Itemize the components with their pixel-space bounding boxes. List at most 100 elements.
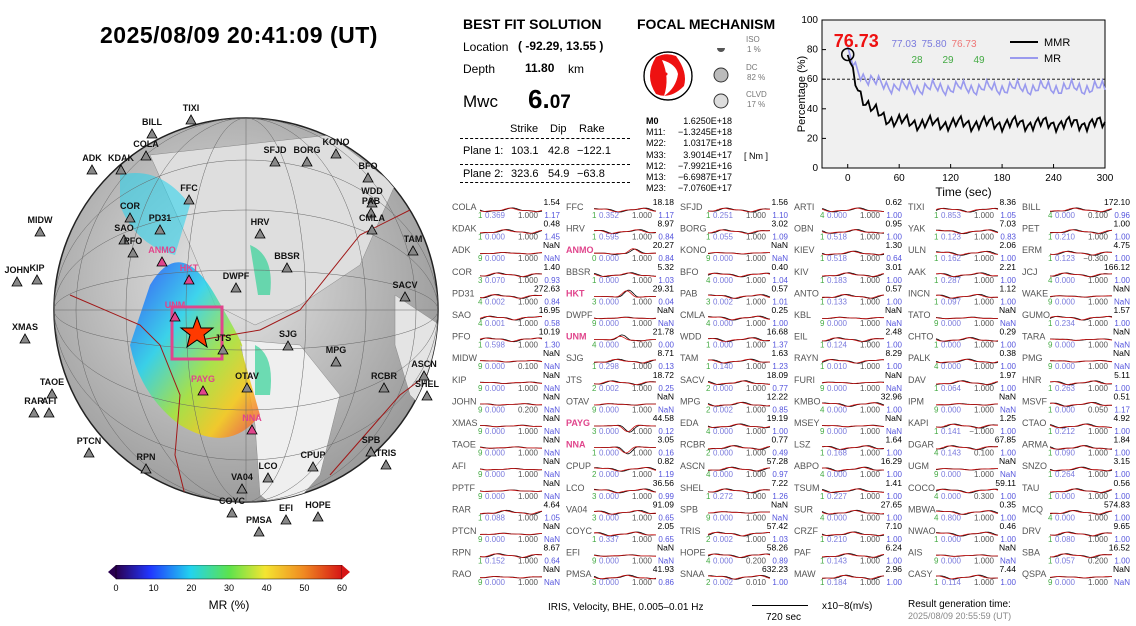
station-marker-icon[interactable] — [140, 463, 152, 474]
trace-station-label: BBSR — [566, 267, 591, 277]
trace-amplitude: 44.58 — [653, 413, 675, 423]
station-marker-icon[interactable] — [156, 256, 168, 267]
station-label: ASCN — [411, 359, 437, 369]
trace-flag: 9 — [934, 405, 939, 414]
station-marker-icon[interactable] — [46, 388, 58, 399]
trace-param-a: 0.000 — [827, 427, 848, 436]
trace-param-b: 1.000 — [974, 341, 995, 350]
globe-map[interactable]: TIXI BILL COLA ADK KDAK KONO SFJD BORG BFO FFC PD3… — [0, 95, 450, 565]
station-marker-icon[interactable] — [183, 194, 195, 205]
station-marker-icon[interactable] — [43, 407, 55, 418]
scale-bar — [752, 605, 808, 606]
colorbar-tick: 50 — [299, 583, 309, 593]
station-marker-icon[interactable] — [185, 114, 197, 125]
trace-param-c: 0.84 — [658, 254, 674, 263]
trace-station-label: JOHN — [452, 396, 477, 406]
station-marker-icon[interactable] — [11, 276, 23, 287]
station-marker-icon[interactable] — [330, 148, 342, 159]
station-label: TIXI — [183, 103, 200, 113]
station-marker-icon[interactable] — [378, 382, 390, 393]
station-marker-icon[interactable] — [366, 224, 378, 235]
station-marker-icon[interactable] — [307, 461, 319, 472]
station-marker-icon[interactable] — [124, 212, 136, 223]
station-marker-icon[interactable] — [169, 311, 181, 322]
station-marker-icon[interactable] — [280, 514, 292, 525]
station-marker-icon[interactable] — [246, 424, 258, 435]
trace-flag: 2 — [706, 405, 711, 414]
station-marker-icon[interactable] — [236, 483, 248, 494]
station-marker-icon[interactable] — [83, 447, 95, 458]
station-marker-icon[interactable] — [19, 333, 31, 344]
station-marker-icon[interactable] — [254, 228, 266, 239]
station-marker-icon[interactable] — [421, 390, 433, 401]
trace-flag: 1 — [1048, 254, 1053, 263]
station-marker-icon[interactable] — [127, 247, 139, 258]
station-marker-icon[interactable] — [282, 340, 294, 351]
trace-param-a: 0.000 — [713, 449, 734, 458]
station-marker-icon[interactable] — [226, 507, 238, 518]
station-marker-icon[interactable] — [31, 274, 43, 285]
peak-value: 76.73 — [834, 31, 879, 51]
station-marker-icon[interactable] — [197, 385, 209, 396]
trace-param-c: 1.03 — [658, 276, 674, 285]
station-marker-icon[interactable] — [380, 459, 392, 470]
station-marker-icon[interactable] — [86, 164, 98, 175]
station-marker-icon[interactable] — [241, 382, 253, 393]
station-marker-icon[interactable] — [362, 172, 374, 183]
trace-param-a: 0.263 — [1055, 384, 1076, 393]
trace-station-label: ASCN — [680, 461, 705, 471]
trace-flag: 1 — [820, 449, 825, 458]
trace-param-b: 1.000 — [860, 384, 881, 393]
station-marker-icon[interactable] — [301, 156, 313, 167]
station-marker-icon[interactable] — [330, 356, 342, 367]
trace-flag: 1 — [1048, 233, 1053, 242]
trace-param-a: 0.090 — [1055, 449, 1076, 458]
trace-param-a: 0.000 — [485, 578, 506, 587]
station-marker-icon[interactable] — [281, 262, 293, 273]
station-marker-icon[interactable] — [399, 291, 411, 302]
station-marker-icon[interactable] — [115, 164, 127, 175]
window-mr-value: 76.73 — [951, 39, 976, 50]
station-marker-icon[interactable] — [365, 446, 377, 457]
col-rake: Rake — [579, 123, 605, 135]
trace-amplitude: 4.92 — [1113, 413, 1130, 423]
station-marker-icon[interactable] — [146, 128, 158, 139]
station-marker-icon[interactable] — [269, 156, 281, 167]
trace-station-label: TARA — [1022, 332, 1045, 342]
divider — [460, 138, 630, 139]
station-marker-icon[interactable] — [418, 370, 430, 381]
station-marker-icon[interactable] — [217, 344, 229, 355]
plane-label: Plane 1: — [463, 145, 504, 157]
trace-param-a: 0.057 — [1055, 557, 1076, 566]
station-marker-icon[interactable] — [183, 274, 195, 285]
x-tick-label: 240 — [1045, 173, 1062, 184]
station-marker-icon[interactable] — [262, 472, 274, 483]
trace-amplitude: NaN — [771, 240, 788, 250]
trace-amplitude: 1.25 — [999, 413, 1016, 423]
station-marker-icon[interactable] — [407, 245, 419, 256]
colorbar-tick: 20 — [186, 583, 196, 593]
trace-param-a: 0.352 — [599, 211, 620, 220]
trace-flag: 4 — [820, 470, 825, 479]
station-marker-icon[interactable] — [154, 224, 166, 235]
station-marker-icon[interactable] — [253, 526, 265, 537]
trace-synthetic — [480, 381, 542, 384]
solution-title: BEST FIT SOLUTION — [463, 16, 602, 32]
station-marker-icon[interactable] — [28, 407, 40, 418]
station-label: SJG — [279, 329, 297, 339]
trace-flag: 9 — [478, 427, 483, 436]
station-marker-icon[interactable] — [140, 150, 152, 161]
station-marker-icon[interactable] — [366, 197, 378, 208]
station-marker-icon[interactable] — [34, 226, 46, 237]
trace-param-c: NaN — [1000, 470, 1016, 479]
station-label: TRIS — [376, 448, 397, 458]
trace-station-label: EIL — [794, 332, 808, 342]
station-marker-icon[interactable] — [230, 282, 242, 293]
trace-amplitude: 32.96 — [881, 391, 903, 401]
trace-synthetic — [821, 316, 884, 320]
station-marker-icon[interactable] — [365, 207, 377, 218]
station-marker-icon[interactable] — [118, 234, 130, 245]
station-marker-icon[interactable] — [312, 511, 324, 522]
trace-param-c: 0.64 — [544, 557, 560, 566]
